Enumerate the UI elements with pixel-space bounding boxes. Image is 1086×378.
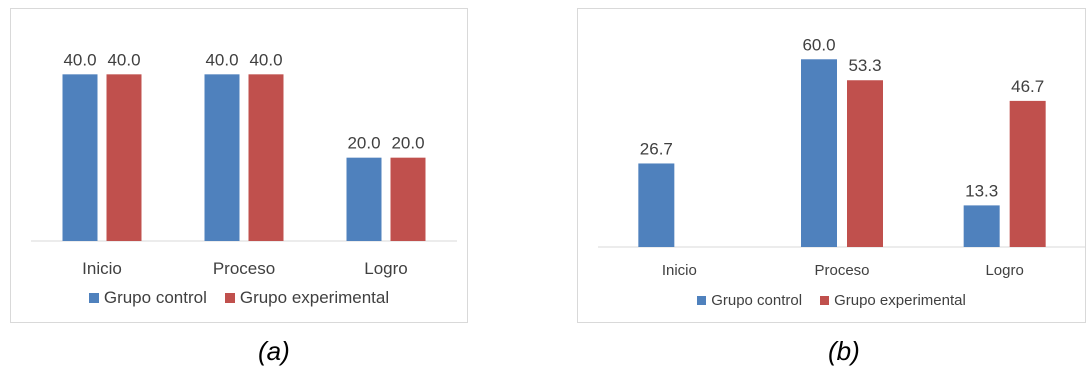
- category-label: Logro: [364, 259, 407, 278]
- data-label: 40.0: [205, 50, 238, 69]
- category-label: Proceso: [814, 262, 869, 279]
- bar-chart-a: Inicio 40.0 40.0 Proceso 40.0 40.0 Logro 20.0 20…: [31, 50, 457, 278]
- data-label: 13.3: [965, 181, 998, 200]
- category-label: Inicio: [662, 262, 697, 279]
- bar-control: [346, 157, 382, 241]
- bar-experimental: [248, 74, 284, 241]
- data-label: 26.7: [640, 139, 673, 158]
- data-label: 46.7: [1011, 77, 1044, 96]
- bar-chart-b: Inicio 26.7 Proceso 60.0 53.3 Logro 13.3 46.7: [598, 35, 1086, 279]
- bar-control: [638, 163, 675, 247]
- chart-panel-b: Inicio 26.7 Proceso 60.0 53.3 Logro 13.3 46.7 G…: [577, 8, 1086, 323]
- bar-experimental: [106, 74, 142, 241]
- caption-a: (a): [258, 336, 290, 366]
- legend-label-experimental: Grupo experimental: [239, 288, 390, 307]
- bar-experimental: [1009, 100, 1046, 247]
- legend-label-control: Grupo control: [103, 288, 207, 307]
- bar-control: [801, 59, 837, 248]
- category-label: Inicio: [82, 259, 122, 278]
- bar-control: [204, 74, 240, 241]
- legend-label-experimental: Grupo experimental: [834, 292, 966, 309]
- chart-panel-a: Inicio 40.0 40.0 Proceso 40.0 40.0 Logro 20.0 20…: [10, 8, 468, 323]
- bar-control: [62, 74, 98, 241]
- data-label: 60.0: [802, 35, 835, 54]
- legend-a: Grupo control Grupo experimental: [11, 288, 467, 308]
- legend-swatch-experimental: [224, 293, 235, 303]
- legend-item-experimental: Grupo experimental: [224, 288, 390, 308]
- legend-swatch-experimental: [820, 296, 830, 305]
- legend-item-control: Grupo control: [697, 292, 802, 309]
- data-label: 20.0: [391, 134, 424, 153]
- bar-experimental: [390, 157, 426, 241]
- legend-b: Grupo control Grupo experimental: [578, 292, 1085, 309]
- legend-item-control: Grupo control: [88, 288, 207, 308]
- legend-item-experimental: Grupo experimental: [820, 292, 966, 309]
- data-label: 20.0: [347, 134, 380, 153]
- legend-swatch-control: [697, 296, 707, 305]
- data-label: 40.0: [249, 50, 282, 69]
- caption-b: (b): [828, 336, 860, 366]
- bar-experimental: [847, 80, 883, 247]
- legend-swatch-control: [88, 293, 99, 303]
- bar-control: [963, 205, 1000, 247]
- data-label: 40.0: [63, 50, 96, 69]
- category-label: Logro: [985, 262, 1023, 279]
- category-label: Proceso: [213, 259, 275, 278]
- data-label: 53.3: [848, 56, 881, 75]
- data-label: 40.0: [107, 50, 140, 69]
- legend-label-control: Grupo control: [711, 292, 803, 309]
